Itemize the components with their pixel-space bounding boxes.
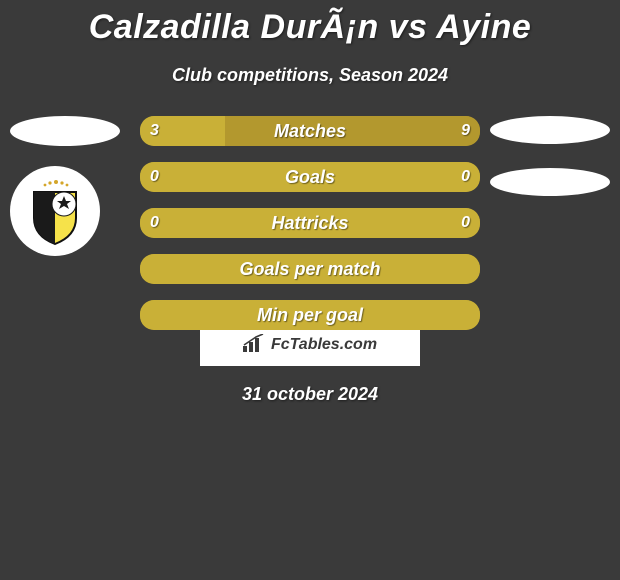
stat-bars: Matches39Goals00Hattricks00Goals per mat… — [140, 116, 480, 346]
stat-bar: Min per goal — [140, 300, 480, 330]
stat-bar: Goals0 0 — [140, 162, 480, 192]
bar-value-left: 3 — [150, 116, 159, 146]
stat-bar: Goals per match — [140, 254, 480, 284]
left-player-placeholder-icon — [10, 116, 120, 146]
stat-bar: Matches3 9 — [140, 116, 480, 146]
bar-label: Hattricks — [140, 208, 480, 238]
right-logos — [490, 116, 610, 196]
bar-label: Goals per match — [140, 254, 480, 284]
stat-bar: Hattricks0 0 — [140, 208, 480, 238]
shield-crest-icon — [20, 176, 90, 246]
bar-value-right: 0 — [461, 208, 470, 238]
right-team-placeholder-icon — [490, 168, 610, 196]
bar-value-right: 0 — [461, 162, 470, 192]
right-player-placeholder-icon — [490, 116, 610, 144]
bar-label: Goals — [140, 162, 480, 192]
page-title: Calzadilla DurÃ¡n vs Ayine — [0, 0, 620, 47]
bar-label: Matches — [140, 116, 480, 146]
infographic-container: Calzadilla DurÃ¡n vs Ayine Club competit… — [0, 0, 620, 580]
date-text: 31 october 2024 — [0, 384, 620, 405]
bar-label: Min per goal — [140, 300, 480, 330]
left-logos — [10, 116, 120, 256]
bar-value-right: 9 — [461, 116, 470, 146]
bar-value-left: 0 — [150, 208, 159, 238]
bar-value-left: 0 — [150, 162, 159, 192]
left-team-crest — [10, 166, 100, 256]
subtitle: Club competitions, Season 2024 — [0, 65, 620, 86]
